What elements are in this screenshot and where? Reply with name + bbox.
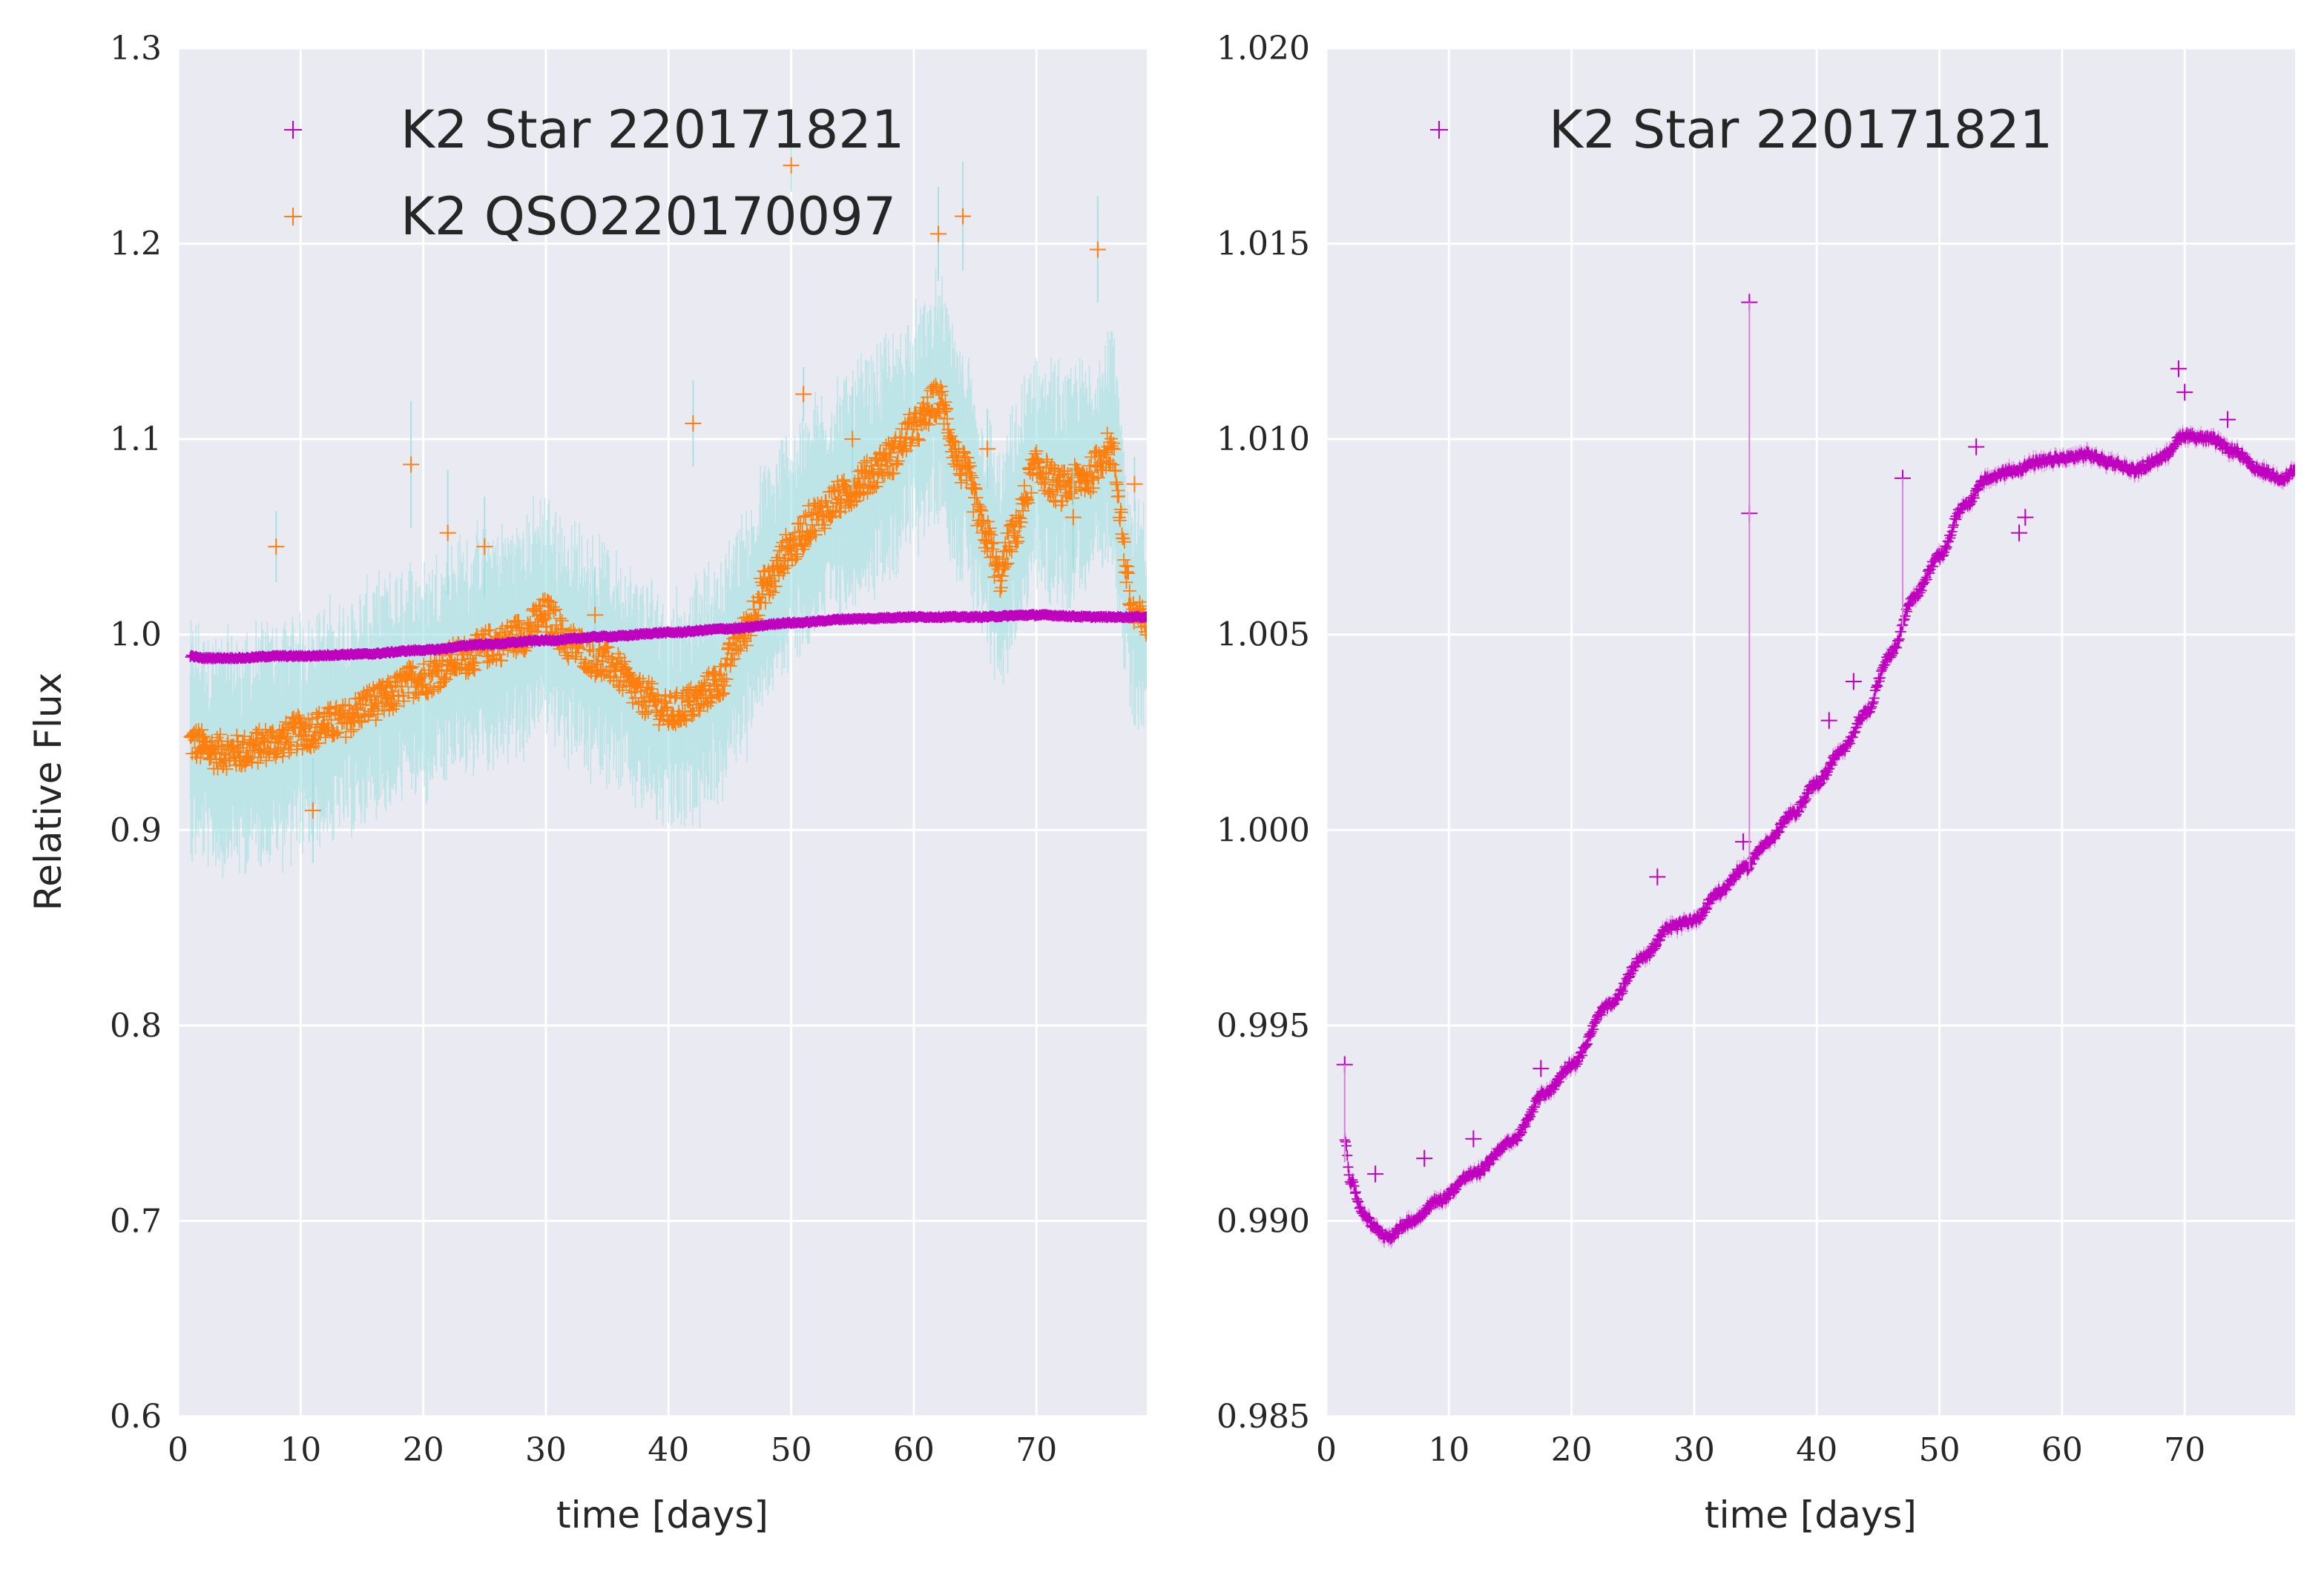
x-tick-label: 60 xyxy=(2041,1431,2083,1469)
y-tick-label: 0.8 xyxy=(110,1007,162,1045)
x-tick-label: 20 xyxy=(1551,1431,1593,1469)
data-layer xyxy=(1336,293,2295,1249)
y-tick-label: 1.3 xyxy=(110,30,162,67)
outlier-point xyxy=(2017,509,2034,526)
outlier-point xyxy=(1064,509,1082,526)
x-tick-label: 50 xyxy=(1919,1431,1961,1469)
y-axis-label: Relative Flux xyxy=(27,673,70,911)
x-tick-label: 10 xyxy=(1428,1431,1469,1469)
outlier-point xyxy=(1820,712,1837,729)
x-tick-label: 10 xyxy=(280,1431,321,1469)
outlier-point xyxy=(1968,438,1985,455)
x-tick-label: 0 xyxy=(1316,1431,1337,1469)
x-tick-label: 70 xyxy=(1015,1431,1057,1469)
outlier-point xyxy=(1367,1166,1384,1183)
outlier-point xyxy=(955,208,972,225)
y-tick-label: 0.6 xyxy=(110,1398,162,1436)
outlier-point xyxy=(1649,868,1666,885)
legend: K2 Star 220171821 xyxy=(1430,99,2053,160)
outlier-point xyxy=(929,225,947,242)
y-tick-label: 1.2 xyxy=(110,225,162,263)
outlier-point xyxy=(1465,1130,1482,1147)
outlier-point xyxy=(476,538,493,555)
y-tick-label: 1.1 xyxy=(110,420,162,458)
outlier-point xyxy=(403,456,420,473)
right-panel: 0 10 20 30 40 50 60 70 0.985 0.990 0.995 1.000 1.005… xyxy=(1217,30,2295,1537)
x-tick-label: 40 xyxy=(1796,1431,1837,1469)
data-points xyxy=(185,609,1147,664)
x-tick-label: 30 xyxy=(525,1431,567,1469)
legend-marker xyxy=(284,121,302,139)
series-0 xyxy=(185,609,1147,664)
data-layer xyxy=(183,139,1147,879)
outlier-point xyxy=(783,157,800,174)
legend-label: K2 QSO220170097 xyxy=(401,186,896,247)
x-tick-label: 70 xyxy=(2164,1431,2205,1469)
legend-label: K2 Star 220171821 xyxy=(401,99,904,160)
outlier-point xyxy=(2170,360,2187,377)
outlier-point xyxy=(2176,383,2193,400)
x-tick-label: 40 xyxy=(648,1431,689,1469)
y-tick-label: 1.010 xyxy=(1217,420,1310,458)
outlier-point xyxy=(1416,1150,1433,1167)
outlier-point xyxy=(304,802,321,819)
x-axis-label: time [days] xyxy=(556,1493,768,1537)
left-panel: 0 10 20 30 40 50 60 70 0.6 0.7 0.8 0.9 1.0 1.1 1.2 1.3 t… xyxy=(27,30,1147,1537)
legend-marker xyxy=(284,208,302,225)
outlier-point xyxy=(979,440,996,458)
outlier-point xyxy=(1089,241,1106,258)
y-tick-label: 0.9 xyxy=(110,811,162,849)
x-tick-label: 20 xyxy=(403,1431,444,1469)
y-tick-label: 0.995 xyxy=(1217,1007,1310,1045)
x-tick-label: 0 xyxy=(168,1431,188,1469)
y-tick-label: 0.985 xyxy=(1217,1398,1310,1436)
legend: K2 Star 220171821 K2 QSO220170097 xyxy=(284,99,904,247)
outlier-point xyxy=(1533,1060,1550,1077)
outlier-point xyxy=(2011,524,2028,541)
outlier-point xyxy=(685,415,702,432)
x-tick-label: 60 xyxy=(893,1431,935,1469)
outlier-point xyxy=(844,431,861,448)
y-tick-label: 1.015 xyxy=(1217,225,1310,263)
y-tick-label: 0.7 xyxy=(110,1202,162,1240)
outlier-point xyxy=(1126,475,1143,492)
outlier-point xyxy=(587,607,604,624)
y-tick-label: 1.0 xyxy=(110,616,162,654)
y-tick-label: 1.005 xyxy=(1217,616,1310,654)
outlier-point xyxy=(795,386,812,403)
outlier-point xyxy=(268,538,285,555)
plot-area xyxy=(1326,48,2295,1416)
outlier-point xyxy=(2219,411,2236,428)
outlier-point xyxy=(439,524,456,541)
legend-marker xyxy=(1430,121,1448,139)
x-axis-label: time [days] xyxy=(1705,1493,1917,1537)
outlier-point xyxy=(1845,673,1862,690)
x-tick-label: 30 xyxy=(1673,1431,1715,1469)
y-tick-label: 1.000 xyxy=(1217,811,1310,849)
legend-label: K2 Star 220171821 xyxy=(1549,99,2053,160)
x-tick-label: 50 xyxy=(771,1431,812,1469)
y-tick-label: 1.020 xyxy=(1217,30,1310,67)
y-tick-label: 0.990 xyxy=(1217,1202,1310,1240)
